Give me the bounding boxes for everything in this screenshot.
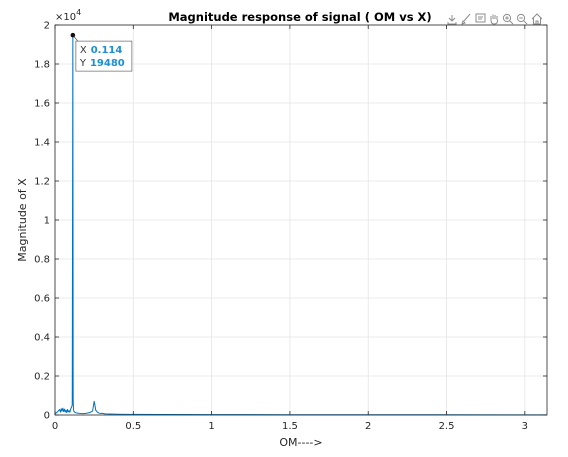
datatip-icon[interactable] (474, 13, 486, 25)
zoom-out-icon[interactable] (516, 13, 528, 25)
series-line-group (54, 34, 547, 416)
home-icon[interactable] (531, 13, 543, 25)
datatip-x-label: X (80, 45, 87, 56)
x-axis-label: OM----> (279, 436, 322, 449)
x-tick-label: 1 (208, 421, 214, 432)
datatip-marker[interactable] (70, 32, 76, 38)
x-tick-label: 2.5 (439, 421, 455, 432)
y-exponent-label: ×104 (55, 8, 81, 23)
y-tick-label: 0.8 (34, 255, 50, 266)
datatip[interactable]: X 0.114 Y 19480 (70, 32, 133, 72)
datatip-x-row: X 0.114 (80, 45, 123, 56)
datatip-box (75, 40, 133, 72)
y-tick-label: 1.8 (34, 60, 50, 71)
y-tick-label: 0 (44, 411, 50, 422)
y-tick-label: 1.6 (34, 99, 50, 110)
x-tick-label: 0 (52, 421, 58, 432)
export-icon[interactable] (446, 13, 458, 25)
datatip-x-value: 0.114 (91, 45, 123, 56)
y-tick-label: 0.6 (34, 294, 50, 305)
datatip-y-value: 19480 (90, 58, 125, 69)
pan-icon[interactable] (488, 13, 500, 25)
datatip-y-label: Y (79, 58, 87, 69)
y-axis-label: Magnitude of X (16, 178, 29, 262)
zoom-in-icon[interactable] (502, 13, 514, 25)
x-tick-label: 1.5 (282, 421, 298, 432)
y-tick-label: 2 (44, 21, 50, 32)
y-tick-label: 1.4 (34, 138, 50, 149)
y-axis: 0 0.2 0.4 0.6 0.8 1 1.2 1.4 1.6 1.8 2 (34, 21, 547, 422)
y-tick-label: 1 (44, 216, 50, 227)
y-tick-label: 0.4 (34, 333, 50, 344)
chart-title: Magnitude response of signal ( OM vs X) (168, 10, 431, 24)
x-axis: 0 0.5 1 1.5 2 2.5 3 (52, 25, 528, 432)
series-line (54, 34, 547, 416)
x-tick-label: 0.5 (125, 421, 141, 432)
brush-icon[interactable] (460, 13, 472, 25)
y-tick-label: 1.2 (34, 177, 50, 188)
datatip-y-row: Y 19480 (79, 58, 125, 69)
x-tick-label: 3 (522, 421, 528, 432)
x-tick-label: 2 (365, 421, 371, 432)
axes-toolbar (446, 13, 543, 25)
y-tick-label: 0.2 (34, 372, 50, 383)
